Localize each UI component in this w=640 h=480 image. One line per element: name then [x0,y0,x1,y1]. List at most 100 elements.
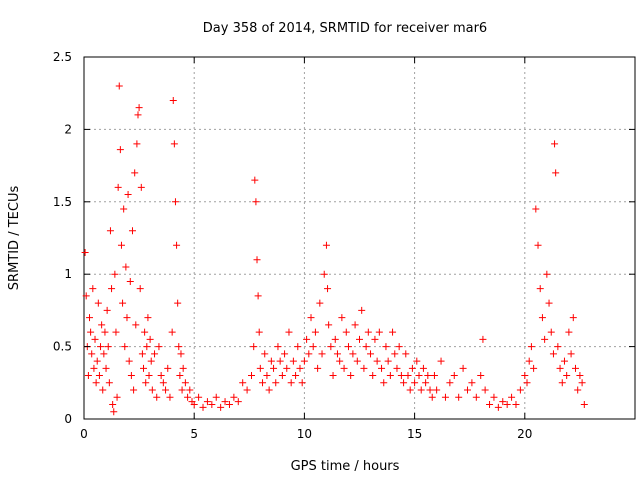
data-point [135,104,143,112]
data-point [530,364,538,372]
data-point [153,393,161,401]
data-point [393,364,401,372]
data-point [225,401,233,409]
data-point [147,357,155,365]
data-point [88,350,96,358]
data-point [545,299,553,307]
data-point [303,335,311,343]
data-point [565,328,573,336]
data-point [397,372,405,380]
data-point [186,386,194,394]
data-point [549,350,557,358]
data-point [411,379,419,387]
data-point [101,328,109,336]
data-point [415,372,423,380]
data-point [142,379,150,387]
data-point [433,386,441,394]
data-point [104,343,112,351]
x-axis-label: GPS time / hours [291,459,400,474]
data-point [384,357,392,365]
data-point [283,364,291,372]
data-point [289,357,297,365]
data-point [81,248,89,256]
data-point [181,379,189,387]
data-point [120,205,128,213]
data-point [563,372,571,380]
x-tick-label: 10 [297,427,312,441]
data-point [314,364,322,372]
y-axis-ticks: 0 0.5 1 1.5 2 2.5 [53,50,635,426]
y-tick-label: 1.5 [53,195,72,209]
data-point [90,364,98,372]
data-point [124,191,132,199]
data-point [400,379,408,387]
data-point [145,372,153,380]
data-point [178,386,186,394]
data-point [278,372,286,380]
data-point [208,401,216,409]
data-point [102,364,110,372]
data-point [536,285,544,293]
data-point [243,386,251,394]
data-point [552,169,560,177]
data-point [322,241,330,249]
data-point [179,364,187,372]
data-point [168,328,176,336]
data-point [364,328,372,336]
data-point [103,306,111,314]
data-point [281,350,289,358]
data-point [499,398,507,406]
data-point [146,335,154,343]
y-axis-label: SRMTID / TECUs [7,186,22,291]
data-point [512,401,520,409]
data-point [358,306,366,314]
data-point [534,241,542,249]
data-point [356,335,363,343]
data-point [95,372,103,380]
data-point [177,350,185,358]
data-point [122,263,130,271]
data-point [525,357,533,365]
data-point [402,350,410,358]
x-tick-label: 5 [190,427,198,441]
data-point [131,169,139,177]
data-point [94,299,102,307]
data-point [230,393,238,401]
data-point [556,364,564,372]
data-point [91,335,99,343]
data-point [395,343,403,351]
data-point [360,364,368,372]
data-point [132,321,140,329]
data-point [494,403,502,411]
data-point [523,379,531,387]
data-point [527,343,535,351]
x-tick-label: 20 [517,427,532,441]
data-point [316,299,324,307]
data-point [93,357,101,365]
data-point [508,393,516,401]
data-point [100,350,108,358]
data-point [99,386,107,394]
data-point [287,379,295,387]
data-point [378,364,386,372]
data-point [404,372,412,380]
data-point [255,328,263,336]
data-point [175,343,183,351]
data-point [98,321,106,329]
data-point [516,386,524,394]
data-point [349,350,357,358]
data-point [371,335,379,343]
data-point [305,350,313,358]
data-point [375,328,383,336]
y-tick-label: 2 [64,122,72,136]
data-point [541,335,549,343]
data-point [320,270,328,278]
data-point [217,403,225,411]
data-point [558,379,566,387]
data-point [408,364,416,372]
data-point [106,227,114,235]
data-point [157,372,165,380]
data-point [140,364,148,372]
data-point [195,393,203,401]
